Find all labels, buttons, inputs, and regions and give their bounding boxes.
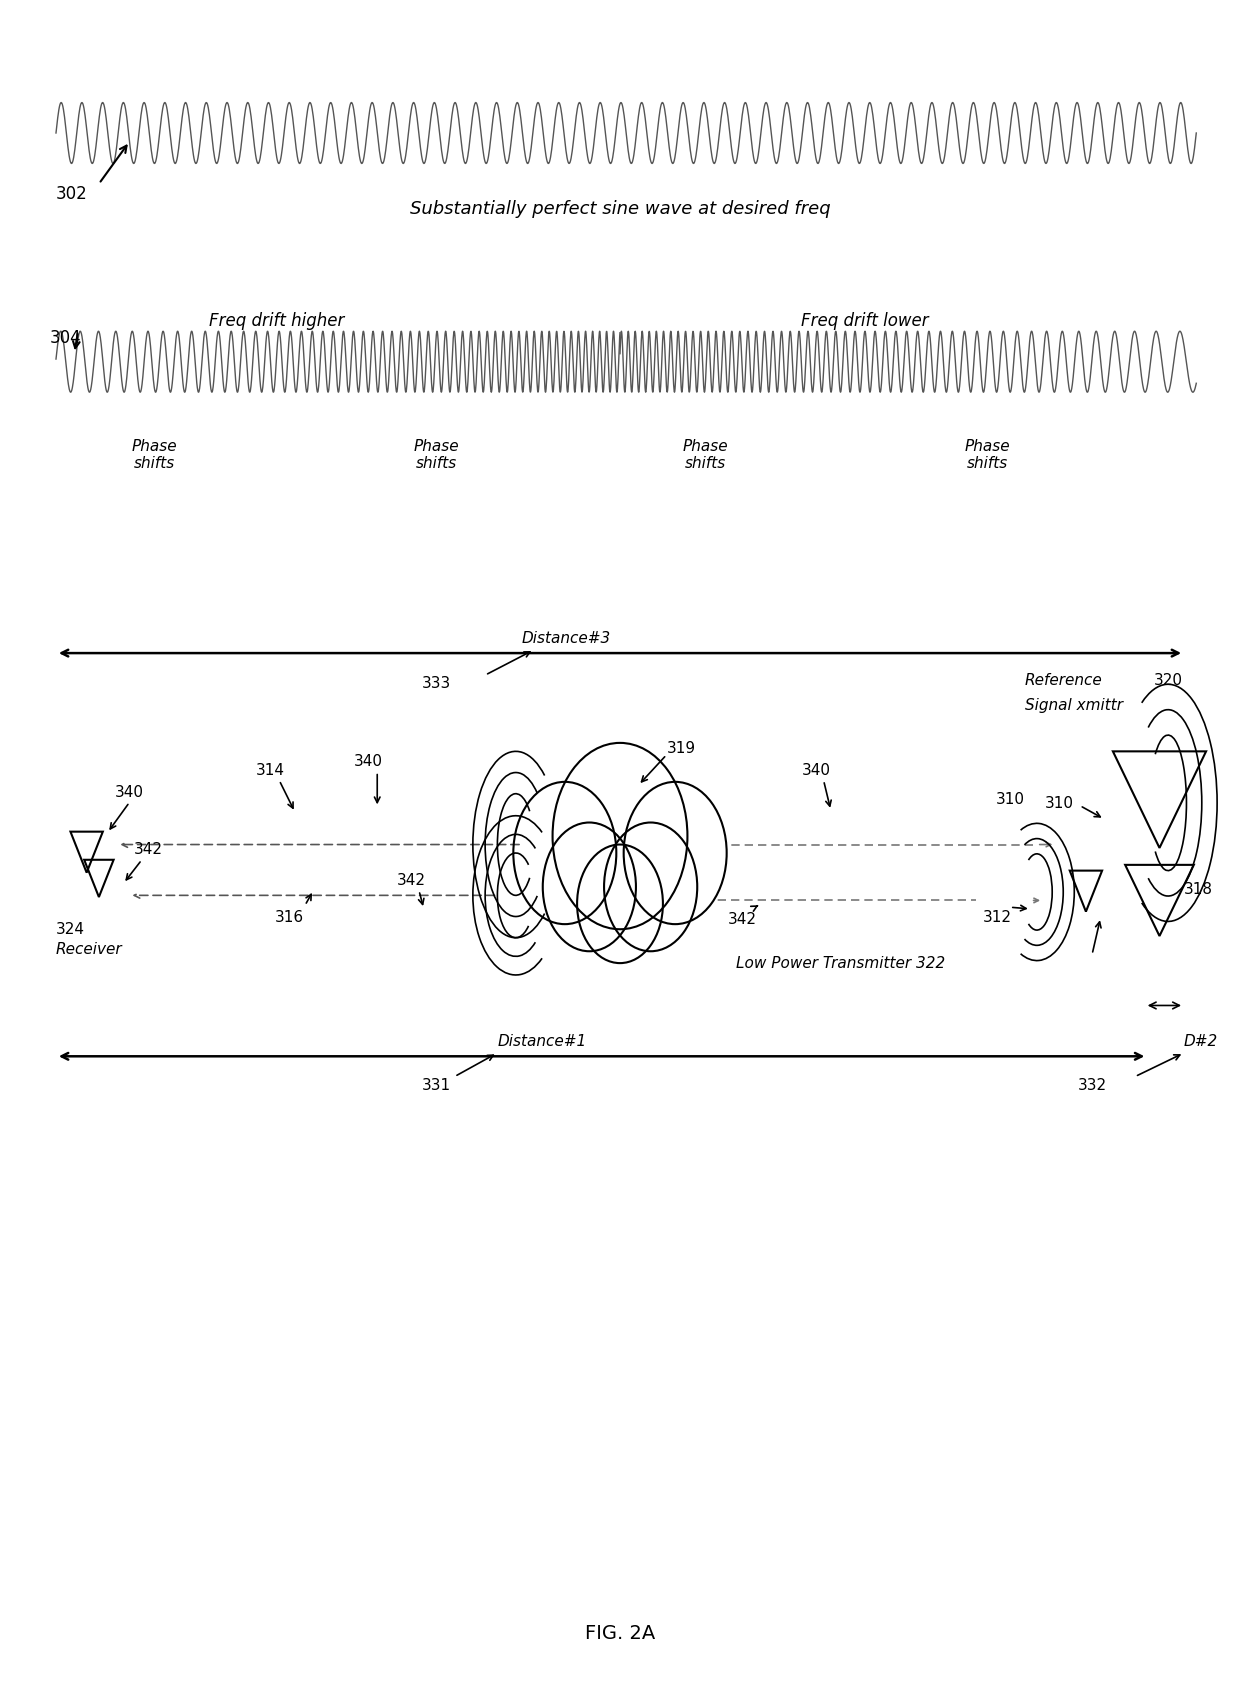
Text: 312: 312 <box>983 910 1012 925</box>
Text: Phase
shifts: Phase shifts <box>683 439 729 471</box>
Text: Distance#1: Distance#1 <box>497 1033 587 1048</box>
Text: 324: 324 <box>56 922 86 935</box>
Text: 340: 340 <box>802 763 831 777</box>
Text: Freq drift lower: Freq drift lower <box>801 312 929 329</box>
Text: Signal xmittr: Signal xmittr <box>1024 698 1122 714</box>
Circle shape <box>513 782 616 925</box>
Text: 342: 342 <box>728 912 758 927</box>
Circle shape <box>577 845 663 963</box>
Text: 340: 340 <box>355 754 383 768</box>
Text: Phase
shifts: Phase shifts <box>413 439 459 471</box>
Text: 318: 318 <box>1184 881 1213 896</box>
Circle shape <box>543 823 636 953</box>
Circle shape <box>553 744 687 930</box>
Text: Reference: Reference <box>1024 673 1102 688</box>
Text: 342: 342 <box>397 872 427 888</box>
Text: 320: 320 <box>1153 673 1183 688</box>
Text: Receiver: Receiver <box>56 942 123 956</box>
Text: 302: 302 <box>56 184 88 203</box>
Text: 331: 331 <box>422 1077 450 1092</box>
Text: 333: 333 <box>422 676 450 691</box>
Circle shape <box>624 782 727 925</box>
Text: 310: 310 <box>996 790 1024 806</box>
Text: 319: 319 <box>667 741 696 754</box>
Text: Phase
shifts: Phase shifts <box>965 439 1011 471</box>
Text: Phase
shifts: Phase shifts <box>131 439 177 471</box>
Text: Freq drift higher: Freq drift higher <box>210 312 345 329</box>
Text: D#2: D#2 <box>1184 1033 1218 1048</box>
Text: 304: 304 <box>50 329 82 347</box>
Text: 310: 310 <box>1044 795 1074 811</box>
Text: 332: 332 <box>1078 1077 1106 1092</box>
Circle shape <box>604 823 697 953</box>
Text: 340: 340 <box>115 784 144 799</box>
Text: Substantially perfect sine wave at desired freq: Substantially perfect sine wave at desir… <box>409 200 831 218</box>
Text: 314: 314 <box>255 763 285 777</box>
Text: Low Power Transmitter 322: Low Power Transmitter 322 <box>737 956 946 970</box>
Text: Distance#3: Distance#3 <box>522 630 611 645</box>
Text: 316: 316 <box>274 910 304 925</box>
Text: FIG. 2A: FIG. 2A <box>585 1623 655 1642</box>
Text: 342: 342 <box>134 842 162 857</box>
